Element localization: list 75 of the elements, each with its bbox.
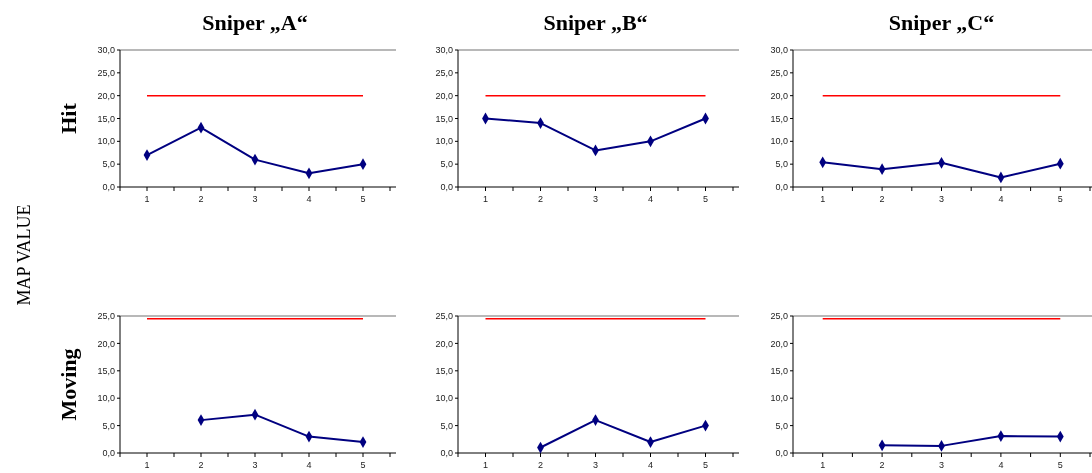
y-tick-label: 15,0 <box>435 113 453 124</box>
x-tick-label: 3 <box>938 194 945 204</box>
x-tick-label: 1 <box>820 194 826 204</box>
y-tick-label: 10,0 <box>435 393 453 404</box>
y-tick-label: 20,0 <box>435 90 453 101</box>
y-tick-label: 30,0 <box>435 45 453 56</box>
y-tick-label: 10,0 <box>97 393 115 404</box>
x-tick-label: 4 <box>998 460 1004 470</box>
y-tick-label: 20,0 <box>435 338 453 349</box>
y-tick-label: 0,0 <box>775 182 788 193</box>
x-tick-label: 1 <box>144 460 150 470</box>
x-tick-label: 4 <box>306 460 312 470</box>
x-tick-label: 4 <box>306 194 312 204</box>
y-tick-label: 5,0 <box>440 420 453 431</box>
x-tick-label: 5 <box>702 460 709 470</box>
chart-title: Sniper „C“ <box>888 10 995 35</box>
x-tick-label: 5 <box>702 194 709 204</box>
x-tick-label: 5 <box>360 460 366 470</box>
y-tick-label: 5,0 <box>440 159 453 170</box>
x-tick-label: 3 <box>938 460 945 470</box>
y-tick-label: 5,0 <box>102 159 115 170</box>
y-tick-label: 5,0 <box>775 420 788 431</box>
x-tick-label: 1 <box>482 460 489 470</box>
x-tick-label: 2 <box>879 194 885 204</box>
x-tick-label: 4 <box>647 460 654 470</box>
text: MAP VALUE <box>14 204 34 306</box>
y-tick-label: 15,0 <box>435 365 453 376</box>
y-tick-label: 10,0 <box>770 393 788 404</box>
y-tick-label: 25,0 <box>435 311 453 322</box>
x-tick-label: 3 <box>592 194 599 204</box>
x-tick-label: 1 <box>482 194 489 204</box>
x-tick-label: 3 <box>592 460 599 470</box>
y-tick-label: 15,0 <box>97 365 115 376</box>
y-axis-title: Hit <box>56 102 81 134</box>
y-tick-label: 5,0 <box>102 420 115 431</box>
y-tick-label: 20,0 <box>770 338 788 349</box>
x-tick-label: 1 <box>144 194 150 204</box>
y-tick-label: 15,0 <box>770 365 788 376</box>
y-tick-label: 25,0 <box>97 311 115 322</box>
chart-title: Sniper „A“ <box>202 10 308 35</box>
y-tick-label: 10,0 <box>435 136 453 147</box>
x-tick-label: 2 <box>537 194 544 204</box>
y-tick-label: 15,0 <box>97 113 115 124</box>
x-tick-label: 3 <box>252 194 258 204</box>
x-tick-label: 2 <box>879 460 885 470</box>
y-tick-label: 25,0 <box>770 67 788 78</box>
y-tick-label: 20,0 <box>97 338 115 349</box>
y-tick-label: 0,0 <box>102 448 115 459</box>
y-tick-label: 0,0 <box>440 448 453 459</box>
y-tick-label: 30,0 <box>770 45 788 56</box>
y-tick-label: 10,0 <box>770 136 788 147</box>
x-tick-label: 4 <box>647 194 654 204</box>
x-tick-label: 5 <box>1057 194 1063 204</box>
x-tick-label: 2 <box>537 460 544 470</box>
y-tick-label: 20,0 <box>97 90 115 101</box>
x-tick-label: 2 <box>198 194 204 204</box>
y-tick-label: 25,0 <box>770 311 788 322</box>
x-tick-label: 5 <box>360 194 366 204</box>
x-tick-label: 4 <box>998 194 1004 204</box>
y-tick-label: 5,0 <box>775 159 788 170</box>
y-tick-label: 10,0 <box>97 136 115 147</box>
x-tick-label: 5 <box>1057 460 1063 470</box>
y-tick-label: 15,0 <box>770 113 788 124</box>
x-tick-label: 1 <box>820 460 826 470</box>
chart-title: Sniper „B“ <box>543 10 648 35</box>
x-tick-label: 2 <box>198 460 204 470</box>
y-tick-label: 25,0 <box>435 67 453 78</box>
x-tick-label: 3 <box>252 460 258 470</box>
y-tick-label: 0,0 <box>775 448 788 459</box>
y-tick-label: 30,0 <box>97 45 115 56</box>
y-tick-label: 0,0 <box>102 182 115 193</box>
y-tick-label: 0,0 <box>440 182 453 193</box>
y-tick-label: 20,0 <box>770 90 788 101</box>
y-tick-label: 25,0 <box>97 67 115 78</box>
y-axis-title: Moving <box>56 348 81 421</box>
